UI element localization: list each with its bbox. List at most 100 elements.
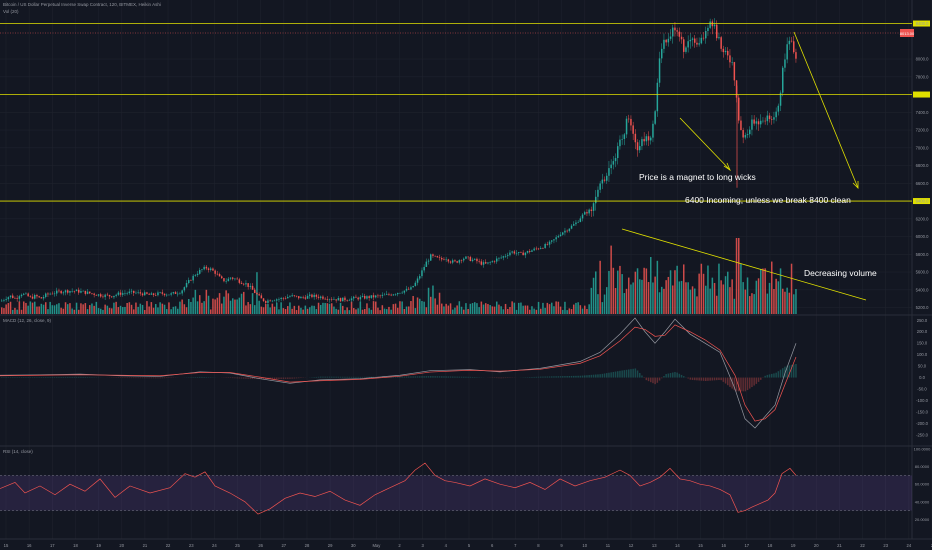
price-axis[interactable]: 8400.0 8000.0 7800.0 7400.0 7200.0 7000.0 6800… [916,21,929,310]
volume-bar [304,305,307,314]
macd-histogram-bar [757,377,760,382]
candle-body [161,292,164,294]
volume-bar [27,305,29,314]
volume-bar [434,298,436,314]
candle-body [1,300,3,302]
candle-body [3,299,5,301]
candle-body [128,291,131,294]
candle-body [474,258,476,260]
candle-body [100,294,102,297]
candle-body [678,31,681,37]
candle-body [375,295,377,298]
time-tick-label: 17 [50,543,55,548]
volume-bar [672,285,674,314]
volume-bar [104,304,106,314]
macd-histogram-bar [51,377,54,378]
rsi-indicator-label[interactable]: RSI (14, close) [3,449,33,454]
volume-trendline[interactable] [621,228,867,301]
volume-bar [392,304,395,314]
macd-histogram-bar [337,376,340,378]
candle-body [639,146,641,151]
candle-body [25,293,27,295]
macd-histogram-bar [251,377,254,379]
volume-bar [368,308,370,314]
volume-bar [722,284,725,314]
candle-body [775,111,777,118]
candle-body [324,298,326,300]
macd-histogram-bar [711,377,714,381]
volume-bar [188,299,190,314]
candle-body [313,294,315,298]
macd-histogram-bar [408,376,410,378]
price-tick-label: 8000.0 [916,57,929,62]
volume-bar [5,304,7,314]
volume-bar [414,308,417,314]
candle-body [652,123,654,138]
volume-bar [247,302,249,314]
volume-bar [698,273,700,314]
macd-histogram-bar [399,376,401,378]
volume-bar [570,309,573,314]
annotation-6400-incoming[interactable]: 6400 Incoming; unless we break 8400 clea… [685,195,851,205]
candle-body [551,240,553,242]
volume-bar [359,301,362,314]
volume-bar [786,287,788,314]
candle-body [390,294,392,296]
candle-body [157,292,159,296]
volume-bar [157,307,159,314]
macd-histogram-bar [718,377,720,380]
macd-histogram-bar [597,374,599,378]
candle-body [141,293,144,296]
volume-bar [284,309,287,314]
volume-bar [623,293,626,314]
candle-body [295,295,298,297]
volume-bars [1,238,797,314]
arrow-wick-magnet[interactable] [679,117,731,171]
volume-bar [328,303,331,314]
candle-body [546,244,549,245]
volume-bar [95,301,98,314]
candle-body [256,292,258,295]
candle-body [214,270,216,274]
candle-body [108,294,111,297]
arrow-6400-target[interactable] [793,31,859,189]
annotation-decreasing-volume[interactable]: Decreasing volume [804,268,877,278]
candle-body [777,105,780,112]
candle-body [357,297,359,300]
volume-bar [377,307,379,314]
candle-body [617,146,619,159]
macd-histogram-bar [419,376,421,378]
time-axis[interactable]: 15 16 17 18 19 20 21 22 23 24 25 26 27 28 29 30 May 2 3 4 5 6… [4,543,932,548]
time-tick-label: 7 [514,543,517,548]
candle-body [106,294,109,296]
candle-body [718,37,720,39]
macd-histogram-bar [709,377,711,381]
candle-body [359,296,362,300]
candle-body [773,117,775,120]
macd-indicator-label[interactable]: MACD (12, 26, close, 9) [3,318,52,323]
candle-body [581,214,584,219]
candle-body [337,298,340,301]
candle-body [104,294,106,298]
candle-body [434,255,436,257]
candle-body [207,268,210,270]
candle-body [632,125,634,134]
candle-body [700,37,703,44]
macd-histogram-bar [650,377,652,383]
volume-bar [401,301,403,314]
horizontal-levels[interactable] [0,20,930,205]
macd-histogram-bar [71,376,73,378]
macd-histogram-bar [441,376,443,378]
volume-bar [757,278,760,314]
macd-histogram-bar [612,371,615,378]
volume-indicator-label[interactable]: Vol (20) [3,9,19,14]
volume-bar [513,302,516,314]
last-price-tag [900,29,914,37]
time-tick-label: 26 [258,543,263,548]
volume-bar [251,293,254,314]
annotation-magnet[interactable]: Price is a magnet to long wicks [639,172,756,182]
candle-body [485,262,487,264]
candle-body [584,212,586,215]
candle-body [603,179,606,181]
